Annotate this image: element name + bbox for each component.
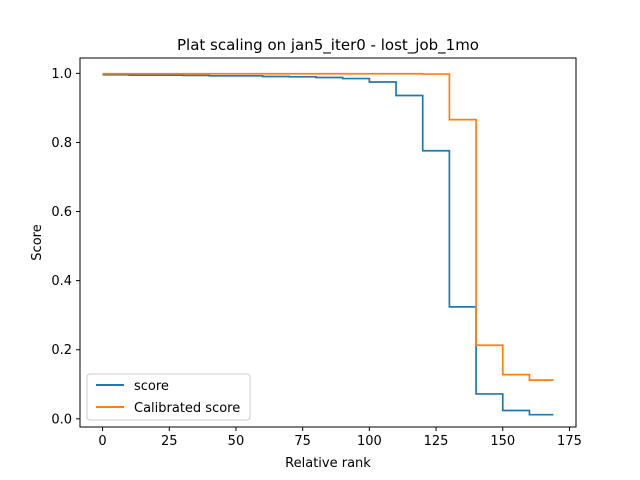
legend: score Calibrated score bbox=[86, 373, 251, 421]
series-line-calibrated-score bbox=[102, 72, 554, 381]
y-axis: 0.0 0.2 0.4 0.6 0.8 1.0 bbox=[51, 67, 80, 427]
legend-label-calibrated-score: Calibrated score bbox=[134, 401, 240, 416]
y-tick-label: 0.2 bbox=[51, 343, 72, 358]
y-tick-label: 0.0 bbox=[51, 412, 72, 427]
y-axis-label: Score bbox=[30, 224, 45, 260]
x-tick-label: 75 bbox=[294, 434, 311, 449]
x-axis-label: Relative rank bbox=[285, 456, 371, 471]
x-tick-label: 25 bbox=[161, 434, 178, 449]
x-tick-label: 0 bbox=[98, 434, 106, 449]
axes-frame bbox=[79, 57, 577, 428]
legend-label-score: score bbox=[134, 379, 169, 394]
x-tick-label: 50 bbox=[228, 434, 245, 449]
x-axis: 0 25 50 75 100 125 150 175 bbox=[98, 427, 582, 449]
x-tick-label: 150 bbox=[490, 434, 515, 449]
y-tick-label: 1.0 bbox=[51, 67, 72, 82]
y-tick-label: 0.8 bbox=[51, 136, 72, 151]
legend-box bbox=[86, 373, 251, 421]
chart-title: Plat scaling on jan5_iter0 - lost_job_1m… bbox=[177, 36, 479, 55]
plot-area bbox=[102, 72, 554, 416]
x-tick-label: 100 bbox=[357, 434, 382, 449]
y-tick-label: 0.6 bbox=[51, 205, 72, 220]
y-tick-label: 0.4 bbox=[51, 274, 72, 289]
x-tick-label: 125 bbox=[424, 434, 449, 449]
x-tick-label: 175 bbox=[557, 434, 582, 449]
series-line-score bbox=[102, 73, 554, 416]
